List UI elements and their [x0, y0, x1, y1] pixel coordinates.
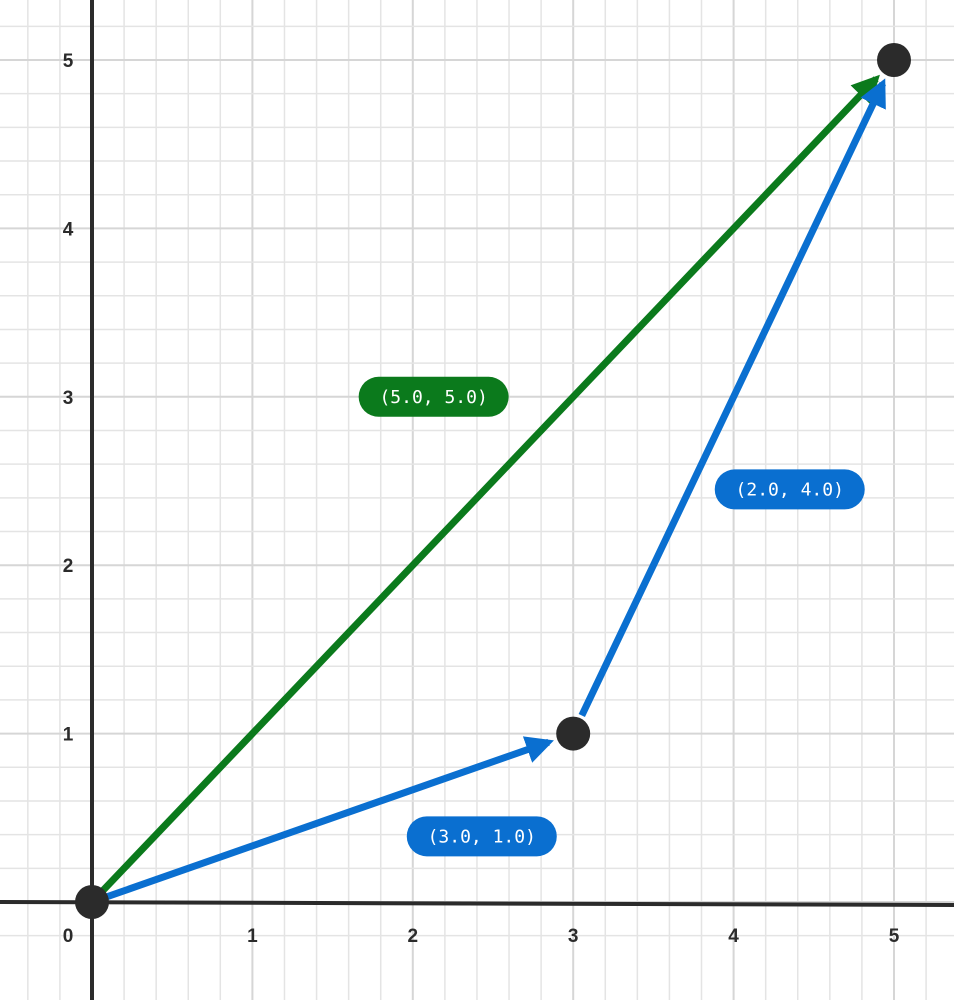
vector-blue-2-label: (2.0, 4.0) — [714, 469, 865, 510]
x-tick-label: 2 — [408, 926, 419, 947]
y-tick-label: 2 — [63, 556, 74, 577]
vectors — [89, 74, 886, 906]
x-tick-label: 5 — [889, 926, 900, 947]
origin-point — [75, 885, 109, 919]
x-tick-label: 0 — [63, 926, 74, 947]
vector-label-text: (2.0, 4.0) — [736, 479, 844, 500]
vector-labels: (5.0, 5.0) (3.0, 1.0) (2.0, 4.0) — [358, 376, 865, 857]
y-tick-label: 4 — [63, 219, 74, 240]
tick-labels: 0 1 2 3 4 5 1 2 3 4 5 — [63, 51, 900, 947]
x-tick-label: 3 — [568, 926, 579, 947]
y-tick-label: 5 — [63, 51, 74, 72]
vector-blue-2-arrow — [578, 78, 886, 718]
points — [75, 43, 911, 919]
x-axis — [0, 900, 954, 907]
vector-green-label: (5.0, 5.0) — [358, 376, 509, 417]
y-tick-label: 1 — [63, 725, 74, 746]
vector-label-pill — [714, 469, 865, 510]
vector-label-pill — [406, 816, 557, 857]
vector-label-text: (5.0, 5.0) — [379, 387, 487, 408]
y-tick-label: 3 — [63, 388, 74, 409]
x-tick-label: 4 — [728, 926, 739, 947]
vector-blue-1-arrow — [90, 736, 554, 906]
vector-green-arrow — [89, 74, 880, 905]
x-tick-label: 1 — [247, 926, 258, 947]
point-b-point — [877, 43, 911, 77]
vector-label-pill — [358, 376, 509, 417]
vector-blue-1-label: (3.0, 1.0) — [406, 816, 557, 857]
vector-label-text: (3.0, 1.0) — [428, 826, 536, 847]
point-a-point — [556, 716, 591, 751]
